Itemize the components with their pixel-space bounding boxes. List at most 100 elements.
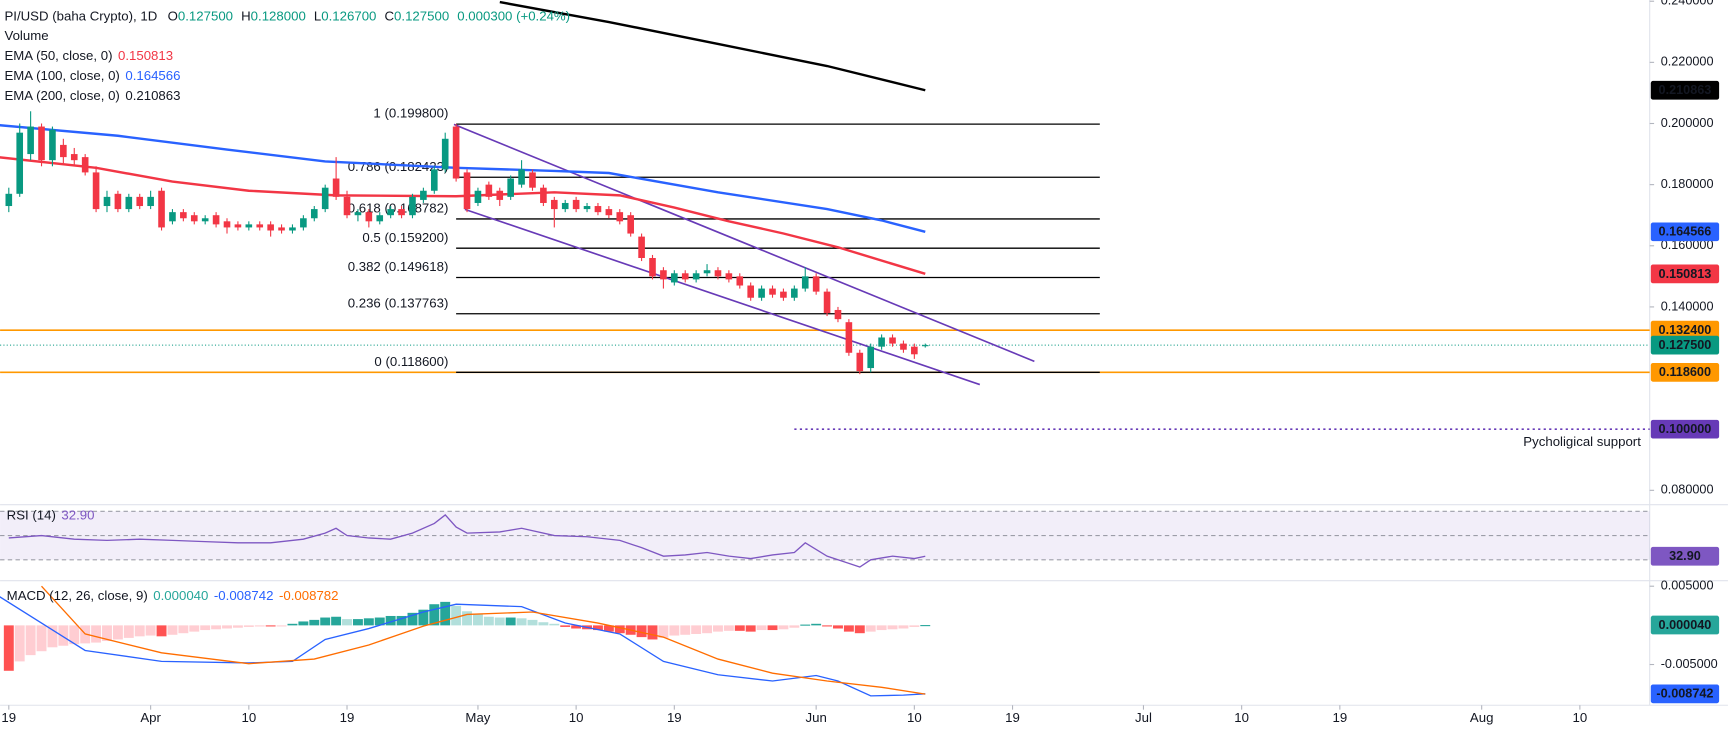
histogram-bar (243, 625, 254, 627)
histogram-bar (462, 611, 472, 626)
candle-body (398, 209, 405, 216)
candle-body (114, 193, 122, 210)
histogram-bar (309, 619, 320, 626)
candle-body (38, 126, 45, 161)
candle-body (169, 212, 176, 222)
histogram-bar (385, 615, 396, 626)
x-tick-label: 10 (1234, 710, 1249, 725)
price-badge (1650, 362, 1720, 382)
ohlc-label: L (314, 8, 321, 23)
y-tick-label: 0.080000 (1661, 483, 1714, 497)
y-tick-label: 0.220000 (1661, 55, 1714, 69)
histogram-bar (265, 625, 276, 627)
ohlc-value: 0.127500 (394, 8, 449, 23)
histogram-bar (778, 625, 789, 630)
candle-body (463, 172, 471, 210)
candle-body (300, 218, 307, 228)
legend: PI/USD (baha Crypto), 1D O0.127500 H0.12… (4, 8, 570, 102)
histogram-bar (14, 625, 25, 662)
histogram-bar (123, 625, 134, 638)
pane-title: RSI (14) (7, 507, 56, 522)
y-tick-label: 0.200000 (1661, 116, 1714, 130)
candle-body (81, 157, 89, 173)
histogram-bar (854, 625, 865, 634)
x-tick-label: 19 (1005, 710, 1020, 725)
legend-entry: EMA (200, close, 0) 0.210863 (4, 87, 180, 102)
histogram-bar (538, 622, 549, 626)
histogram-bar (363, 618, 374, 626)
ema-line (0, 156, 926, 275)
histogram-bar (603, 625, 614, 632)
ema-line (499, 0, 926, 92)
legend-value: 0.164566 (125, 68, 180, 83)
candle-body (692, 273, 700, 280)
histogram-bar (134, 625, 145, 637)
candle-body (103, 196, 111, 207)
x-tick-label: Aug (1470, 710, 1494, 725)
histogram-bar (549, 623, 560, 626)
legend-value: 0.150813 (118, 48, 173, 63)
histogram-bar (222, 625, 232, 629)
histogram-bar (440, 601, 451, 626)
candle-body (223, 221, 231, 228)
histogram-bar (843, 625, 854, 632)
histogram-bar (167, 625, 178, 635)
histogram-bar (505, 617, 516, 626)
ohlc-value: 0.128000 (251, 8, 306, 23)
candle-body (638, 236, 645, 259)
price-badge (1650, 335, 1720, 355)
histogram-bar (25, 625, 36, 656)
x-tick-label: 10 (1573, 710, 1588, 725)
price-badge-label: -0.008742 (1656, 687, 1713, 701)
candle-body (60, 144, 67, 158)
legend-name: EMA (50, close, 0) (4, 48, 112, 63)
histogram-bar (374, 617, 385, 626)
candle-body (878, 337, 885, 347)
candle-body (452, 126, 460, 179)
histogram-bar (647, 625, 658, 640)
histogram-bar (494, 617, 505, 626)
histogram-bar (472, 614, 483, 626)
x-tick-label: Apr (140, 710, 161, 725)
histogram-bar (211, 625, 222, 630)
price-badge-label: 0.210863 (1659, 83, 1712, 97)
histogram-bar (3, 625, 14, 671)
x-tick-label: Jun (805, 710, 826, 725)
candle-body (671, 273, 678, 283)
price-badge-label: 0.164566 (1659, 225, 1712, 239)
candle-body (430, 169, 438, 191)
candle-body (758, 288, 765, 298)
x-tick-label: 19 (1, 710, 16, 725)
candle-body (627, 215, 634, 234)
candle-body (420, 190, 427, 200)
fib-label: 0.618 (0.168782) (348, 201, 449, 216)
histogram-bar (614, 625, 625, 634)
ohlc-value: 0.127500 (178, 8, 233, 23)
histogram-bar (713, 625, 723, 632)
histogram-bar (189, 625, 200, 632)
histogram-bar (483, 616, 494, 626)
candle-body (911, 346, 918, 355)
histogram-bar (745, 625, 756, 632)
candle-body (92, 172, 100, 210)
candle-body (387, 209, 394, 216)
candle-body (49, 129, 56, 161)
x-tick-label: Jul (1135, 710, 1152, 725)
candle-body (605, 209, 613, 216)
histogram-bar (342, 619, 352, 626)
candle-body (551, 199, 558, 210)
candle-body (518, 169, 525, 185)
legend-value: 0.210863 (125, 87, 180, 102)
ohlc-label: H (241, 8, 251, 23)
histogram-bar (352, 619, 363, 626)
histogram-bar (320, 617, 331, 626)
candle-body (70, 154, 78, 161)
histogram-bar (822, 625, 833, 627)
price-badge-label: 0.100000 (1659, 422, 1712, 436)
candle-body (921, 345, 929, 347)
candle-body (125, 196, 133, 210)
histogram-bar (298, 621, 309, 626)
price-badge-label: 0.127500 (1659, 338, 1712, 352)
pane-value: -0.008742 (214, 588, 274, 603)
